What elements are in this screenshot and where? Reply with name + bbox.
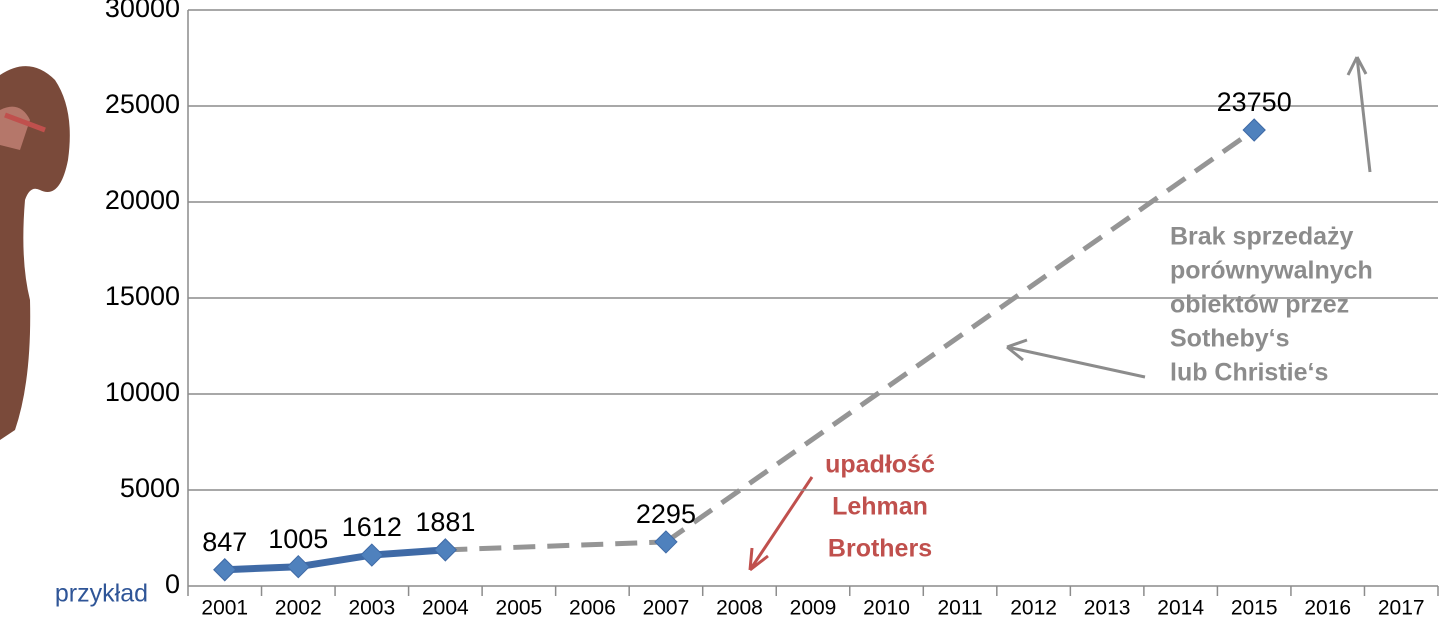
x-tick-label: 2005 bbox=[496, 597, 543, 620]
annotation: Sotheby‘s bbox=[1170, 325, 1289, 353]
data-label: 1881 bbox=[415, 507, 475, 537]
data-label: 1005 bbox=[268, 524, 328, 554]
annotation: obiektów przez bbox=[1170, 291, 1349, 319]
y-tick-label: 30000 bbox=[105, 0, 180, 23]
y-tick-label: 15000 bbox=[105, 281, 180, 311]
annotation: Brak sprzedaży bbox=[1170, 223, 1354, 251]
marker bbox=[1242, 118, 1266, 142]
annotation: lub Christie‘s bbox=[1170, 359, 1328, 387]
x-tick-label: 2008 bbox=[716, 597, 763, 620]
y-tick-label: 0 bbox=[165, 569, 180, 599]
y-tick-label: 10000 bbox=[105, 377, 180, 407]
x-tick-label: 2001 bbox=[201, 597, 248, 620]
dashed-segment bbox=[664, 127, 1256, 544]
annotation: Brothers bbox=[828, 535, 932, 563]
x-tick-label: 2013 bbox=[1084, 597, 1131, 620]
line-segment bbox=[368, 546, 449, 559]
marker bbox=[360, 543, 384, 567]
data-label: 847 bbox=[202, 527, 247, 557]
x-tick-label: 2015 bbox=[1231, 597, 1278, 620]
x-tick-label: 2002 bbox=[275, 597, 322, 620]
x-tick-label: 2004 bbox=[422, 597, 469, 620]
marker bbox=[286, 554, 311, 579]
annotation: Lehman bbox=[832, 493, 928, 521]
y-tick-label: 25000 bbox=[105, 89, 180, 119]
y-tick-label: 5000 bbox=[120, 473, 180, 503]
x-tick-label: 2014 bbox=[1157, 597, 1204, 620]
marker bbox=[433, 538, 458, 562]
side-label: przykład bbox=[55, 580, 148, 608]
dashed-segment bbox=[445, 539, 667, 553]
line-segment bbox=[221, 563, 302, 574]
x-tick-label: 2017 bbox=[1378, 597, 1425, 620]
annotation: upadłość bbox=[825, 451, 935, 479]
data-label: 2295 bbox=[636, 499, 696, 529]
arrows bbox=[748, 56, 1372, 572]
x-tick-label: 2011 bbox=[937, 597, 982, 620]
x-tick-label: 2007 bbox=[643, 597, 690, 620]
marker bbox=[654, 530, 678, 554]
horse-illustration bbox=[0, 66, 70, 440]
annotation: porównywalnych bbox=[1170, 257, 1373, 285]
x-tick-label: 2006 bbox=[569, 597, 616, 620]
data-label: 23750 bbox=[1217, 87, 1292, 117]
x-tick-label: 2016 bbox=[1304, 597, 1351, 620]
x-tick-label: 2010 bbox=[863, 597, 910, 620]
data-label: 1612 bbox=[342, 512, 402, 542]
x-tick-label: 2012 bbox=[1010, 597, 1057, 620]
x-tick-label: 2009 bbox=[790, 597, 837, 620]
y-tick-label: 20000 bbox=[105, 185, 180, 215]
x-tick-label: 2003 bbox=[348, 597, 395, 620]
marker bbox=[213, 558, 237, 582]
line-segment bbox=[294, 551, 376, 571]
